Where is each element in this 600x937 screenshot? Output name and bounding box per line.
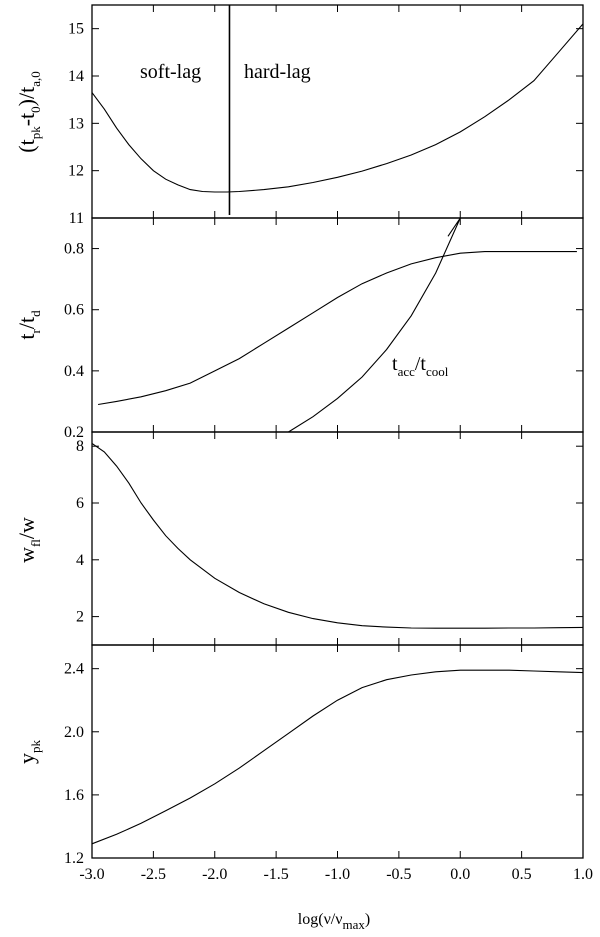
x-tick-label: -2.5 xyxy=(141,866,166,883)
y-tick-label: 15 xyxy=(68,21,84,38)
x-tick-label: -3.0 xyxy=(79,866,104,883)
y-tick-label: 1.2 xyxy=(64,850,84,867)
x-tick-label: 1.0 xyxy=(573,866,593,883)
panel-third: 2 4 6 8 xyxy=(76,431,584,646)
y-tick-label: 2.4 xyxy=(64,661,84,678)
panel-frame xyxy=(91,431,584,646)
panel-frame xyxy=(91,217,584,433)
x-tick-label: -1.5 xyxy=(263,866,288,883)
x-tick-label: -1.0 xyxy=(325,866,350,883)
y-tick-label: 1.6 xyxy=(64,787,84,804)
y-tick-label: 0.6 xyxy=(64,302,84,319)
series-line-1 xyxy=(91,442,584,629)
y-tick-label: 14 xyxy=(68,68,84,85)
panel-bottom: 1.2 1.6 2.0 2.4 -3.0 -2.5 -2.0 -1.5 -1.0 -0.5 0.0 0… xyxy=(64,644,593,883)
x-tick-label: 0.5 xyxy=(512,866,532,883)
x-tick-label: 0.0 xyxy=(450,866,470,883)
y-tick-label: 6 xyxy=(76,495,84,512)
series-line-1 xyxy=(91,669,584,845)
panel-second: 0.2 0.4 0.6 0.8 xyxy=(64,217,584,441)
series-line-1 xyxy=(98,251,577,406)
ylabel-third: wfl/w xyxy=(14,517,43,563)
y-tick-label: 12 xyxy=(68,163,84,180)
ylabel-top: (tpk-t0)/ta,0 xyxy=(14,71,43,153)
panels: 11 12 13 14 15 0.2 0.4 0.6 0.8 2 4 6 8 1.2 1.6 2.0 2.4 -3… xyxy=(64,4,593,883)
y-tick-label: 0.4 xyxy=(64,363,84,380)
y-tick-label: 0.8 xyxy=(64,241,84,258)
annotation-hard-lag: hard-lag xyxy=(244,61,311,83)
annotation-soft-lag: soft-lag xyxy=(140,61,201,83)
panel-top: 11 12 13 14 15 xyxy=(68,4,584,227)
y-tick-label: 2.0 xyxy=(64,724,84,741)
svg-text:tr/td: tr/td xyxy=(14,310,43,340)
x-tick-label: -0.5 xyxy=(386,866,411,883)
series-line-2 xyxy=(288,217,461,433)
svg-text:ypk: ypk xyxy=(14,740,43,765)
ylabel-second: tr/td xyxy=(14,310,43,340)
series-line-1 xyxy=(91,23,584,193)
panel-frame xyxy=(91,644,584,859)
y-tick-label: 2 xyxy=(76,609,84,626)
x-tick-label: -2.0 xyxy=(202,866,227,883)
y-tick-label: 11 xyxy=(69,210,84,227)
y-tick-label: 8 xyxy=(76,438,84,455)
y-tick-label: 13 xyxy=(68,115,84,132)
svg-text:(tpk-t0)/ta,0: (tpk-t0)/ta,0 xyxy=(14,71,43,153)
panel-frame xyxy=(91,4,584,219)
y-tick-label: 0.2 xyxy=(64,424,84,441)
annotation-tacc-tcool: tacc/tcool xyxy=(392,353,449,379)
ylabel-bottom: ypk xyxy=(14,740,43,765)
y-tick-label: 4 xyxy=(76,552,84,569)
svg-text:wfl/w: wfl/w xyxy=(14,517,43,563)
xlabel: log(ν/νmax) xyxy=(298,911,370,932)
